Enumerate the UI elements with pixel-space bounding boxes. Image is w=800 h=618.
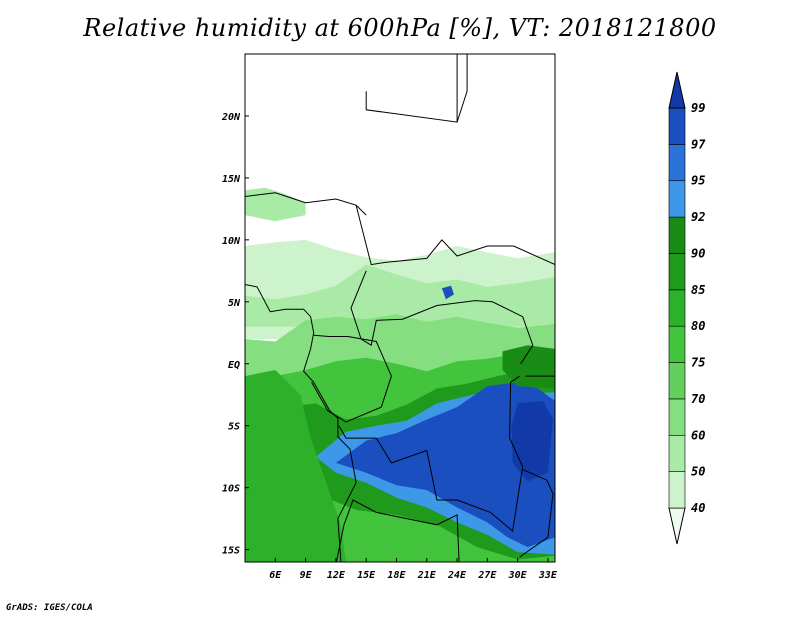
- lon-tick-label: 18E: [387, 570, 406, 581]
- boundary-line-7: [335, 499, 460, 562]
- rh-region-northern-speck: [441, 285, 454, 300]
- colorbar-label: 75: [691, 356, 705, 370]
- colorbar-segment: [668, 144, 686, 182]
- lon-tick-label: 9E: [300, 570, 313, 581]
- lat-tick-label: 10S: [222, 484, 240, 495]
- colorbar-segment: [668, 362, 686, 400]
- boundary-line-4: [350, 270, 534, 365]
- boundary-line-6: [338, 375, 524, 532]
- lat-tick-label: 5S: [228, 422, 240, 433]
- colorbar-label: 99: [691, 101, 705, 115]
- colorbar-label: 97: [691, 137, 706, 151]
- lon-tick-label: 27E: [477, 570, 497, 581]
- lat-tick-label: 15S: [222, 546, 240, 557]
- colorbar-segment: [668, 325, 686, 363]
- colorbar-segment: [668, 107, 686, 145]
- lat-tick-label: 20N: [221, 112, 241, 123]
- rh-region-lake-victoria-pocket: [511, 400, 553, 482]
- colorbar-segment: [668, 289, 686, 327]
- boundary-line-9: [519, 468, 554, 558]
- colorbar-label: 40: [691, 501, 705, 515]
- lon-tick-label: 21E: [417, 570, 437, 581]
- lon-tick-label: 15E: [357, 570, 376, 581]
- colorbar-segment: [668, 398, 686, 436]
- country-boundaries: [245, 54, 555, 562]
- colorbar-label: 80: [691, 319, 705, 333]
- colorbar-label: 85: [691, 283, 705, 297]
- boundary-line-2: [365, 54, 458, 123]
- lon-tick-label: 6E: [269, 570, 282, 581]
- lat-tick-label: 10N: [222, 236, 241, 247]
- map-frame: [244, 53, 556, 563]
- lon-tick-label: 24E: [447, 570, 467, 581]
- lon-tick-label: 12E: [327, 570, 346, 581]
- lat-tick-label: 5N: [228, 298, 241, 309]
- colorbar: 40 50 60 70 75 80 85 90 92 95 97 99: [668, 71, 706, 545]
- rh-region-north-tongue: [245, 264, 555, 327]
- boundary-line-3: [456, 54, 468, 123]
- grads-credit: GrADS: IGES/COLA: [6, 603, 93, 613]
- colorbar-low-triangle: [668, 507, 686, 545]
- boundary-line-10: [245, 284, 357, 562]
- longitude-axis: 6E 9E 12E 15E 18E 21E 24E 27E 30E 33E: [269, 558, 558, 581]
- lon-tick-label: 30E: [508, 570, 528, 581]
- boundary-line-0: [245, 192, 367, 216]
- colorbar-label: 92: [691, 210, 705, 224]
- lat-tick-label: 15N: [222, 174, 241, 185]
- rh-region-saturated-core: [335, 382, 555, 548]
- colorbar-segment: [668, 471, 686, 509]
- colorbar-label: 70: [691, 392, 705, 406]
- boundary-line-8: [525, 375, 555, 377]
- latitude-axis: 20N 15N 10N 5N EQ 5S 10S 15S: [221, 112, 249, 557]
- colorbar-segment: [668, 180, 686, 218]
- map-title: Relative humidity at 600hPa [%], VT: 201…: [83, 14, 717, 42]
- colorbar-high-triangle: [668, 71, 686, 109]
- lon-tick-label: 33E: [538, 570, 558, 581]
- colorbar-label: 95: [691, 174, 705, 188]
- colorbar-segment: [668, 216, 686, 254]
- rh-region-atlantic-margin: [245, 370, 346, 562]
- colorbar-segment: [668, 434, 686, 472]
- colorbar-segment: [668, 253, 686, 291]
- colorbar-label: 60: [691, 428, 705, 442]
- lat-tick-label: EQ: [228, 360, 240, 371]
- rh-region-west-patch: [245, 187, 306, 222]
- colorbar-label: 90: [691, 246, 705, 260]
- rh-region-rift-valley-moisture: [502, 345, 555, 389]
- humidity-field: [245, 187, 555, 562]
- colorbar-label: 50: [691, 465, 705, 479]
- boundary-line-1: [355, 205, 555, 266]
